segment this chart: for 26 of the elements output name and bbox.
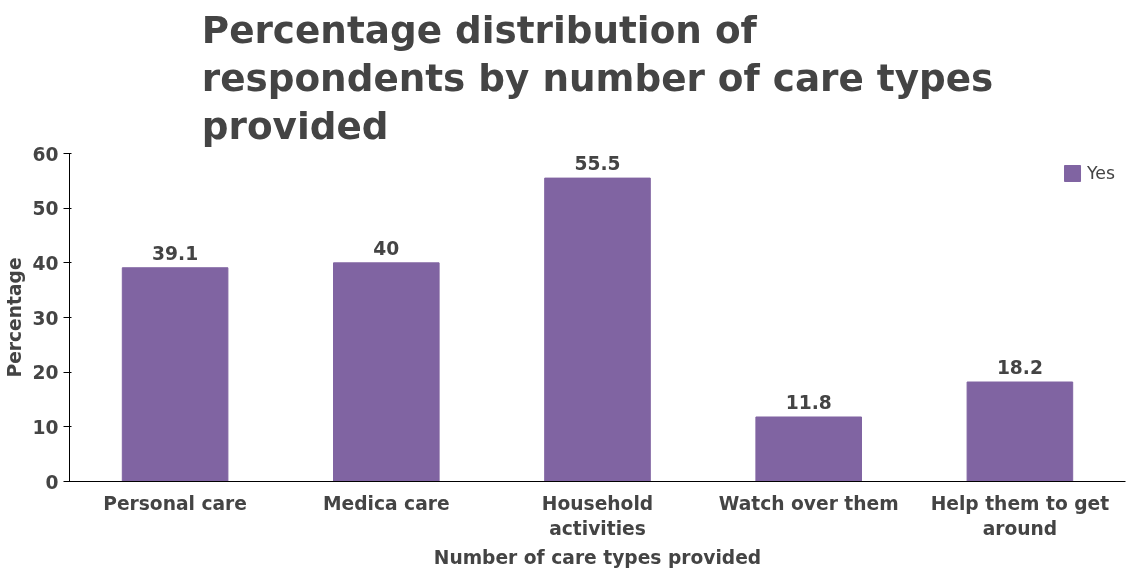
bar (966, 381, 1074, 482)
y-tick-label: 0 (45, 471, 59, 493)
y-axis-title: Percentage (3, 257, 25, 378)
x-tick-label: Personal care (103, 492, 247, 514)
data-label: 11.8 (785, 391, 832, 413)
legend-label: Yes (1087, 163, 1115, 183)
y-tick-label: 60 (32, 143, 59, 165)
bar (755, 416, 862, 482)
y-tick-label: 40 (32, 252, 59, 274)
bar (333, 262, 440, 482)
data-label: 18.2 (996, 357, 1043, 379)
x-tick-label: Watch over them (718, 492, 899, 514)
chart-title: Percentage distribution of respondents by number of care types provided (201, 7, 994, 149)
data-label: 40 (373, 237, 400, 259)
x-axis-title: Number of care types provided (433, 546, 762, 568)
x-tick-label: Help them to get around (930, 492, 1110, 539)
y-tick-label: 10 (32, 416, 59, 438)
y-tick-label: 20 (32, 362, 59, 384)
y-tick-label: 30 (32, 307, 59, 329)
bar (544, 177, 651, 482)
data-label: 39.1 (152, 242, 199, 264)
data-label: 55.5 (574, 153, 621, 175)
bar (121, 267, 229, 482)
x-tick-label: Household activities (541, 492, 654, 539)
y-tick-label: 50 (32, 198, 59, 220)
x-tick-label: Medica care (322, 492, 450, 514)
